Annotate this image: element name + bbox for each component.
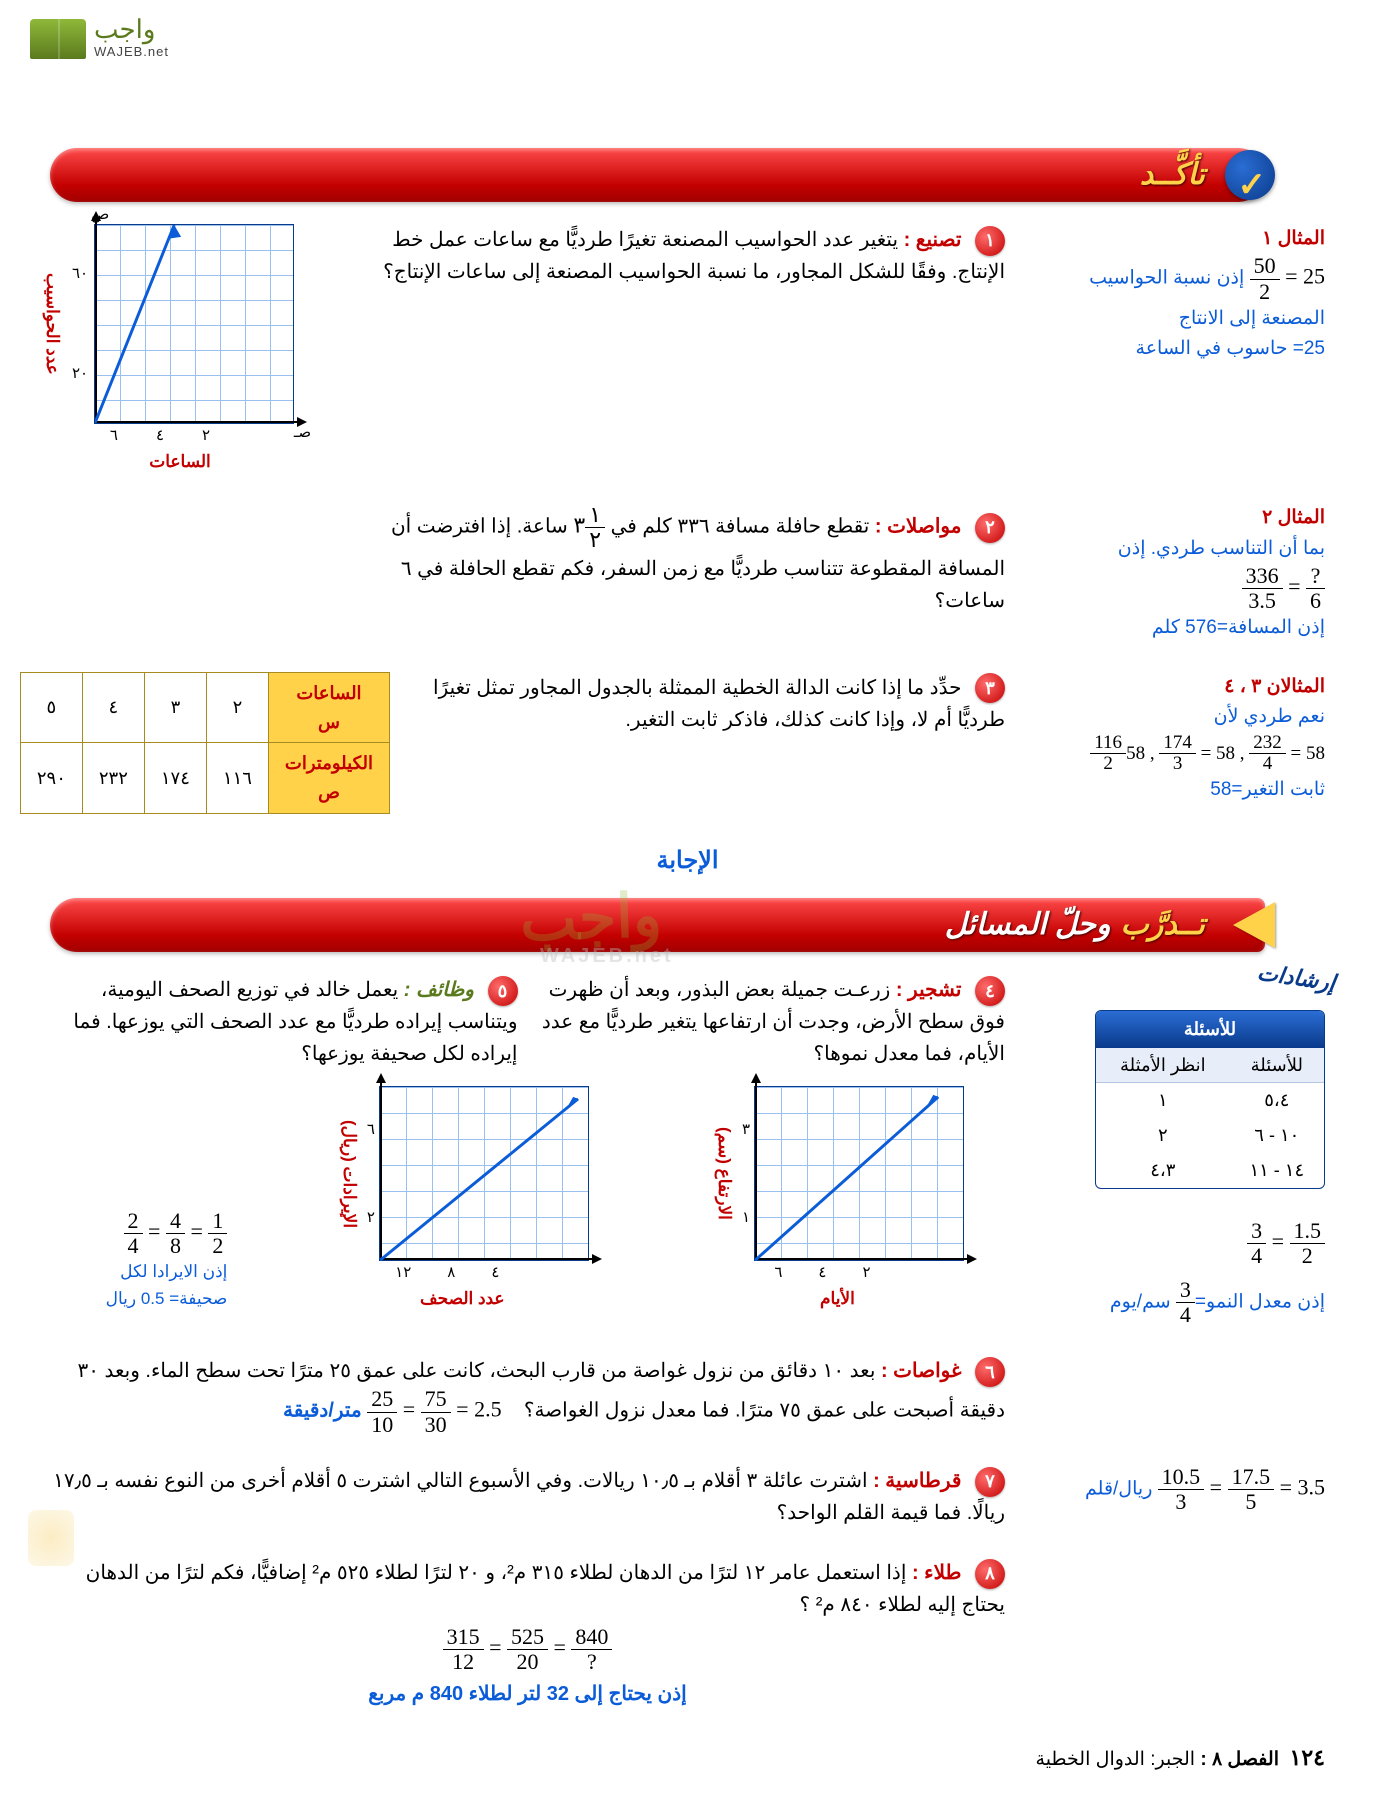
ex2-body: ٢ مواصلات : تقطع حافلة مسافة ٣٣٦ كلم في …: [340, 503, 1005, 616]
bullet-2: ٢: [975, 513, 1005, 543]
ex1-xlabel: الساعات: [149, 448, 211, 475]
banner2-text1: تــدرَّب: [1121, 901, 1205, 949]
book-icon: [30, 19, 86, 59]
ex7-body: ٧ قرطاسية : اشترت عائلة ٣ أقلام بـ ١٠٫٥ …: [50, 1465, 1005, 1529]
ex1-chart: عدد الحواسيب ٦٠٢٠ ص صـ ٦٤٢ الساعات: [50, 224, 310, 475]
ex4-margin-ans: إذن معدل النمو=34 سم/يوم: [1035, 1278, 1325, 1327]
site-logo: واجب WAJEB.net: [30, 16, 169, 63]
ex5-margin-eq: 24 = 48 = 12: [124, 1209, 228, 1258]
logo-text-ar: واجب: [94, 16, 169, 42]
ex5-body: ٥ وظائف : يعمل خالد في توزيع الصحف اليوم…: [50, 974, 518, 1070]
bullet-3: ٣: [975, 673, 1005, 703]
guide-label: إرشادات: [1254, 955, 1337, 1001]
ex2-title: المثال ٢: [1035, 503, 1325, 533]
page-seal-icon: [28, 1510, 74, 1566]
ex3-margin-ans: ثابت التغير=58: [1035, 775, 1325, 805]
ex2-margin-ans: إذن المسافة=576 كلم: [1035, 613, 1325, 643]
ex4-chart: الارتفاع (سم) ٣١ ٦٤٢ الأيام: [697, 1086, 977, 1312]
banner2-text2: وحلّ المسائل: [945, 901, 1111, 949]
ex3-title: المثالان ٣ ، ٤: [1035, 672, 1325, 702]
bullet-4: ٤: [975, 976, 1005, 1006]
ex3-margin: نعم طردي لأن 116258 , 1743 = 58 , 2324 =…: [1035, 702, 1325, 775]
ex8-body: ٨ طلاء : إذا استعمل عامر ١٢ لترًا من الد…: [50, 1557, 1005, 1710]
ex1-margin-line2: 25= حاسوب في الساعة: [1035, 334, 1325, 364]
bullet-1: ١: [975, 226, 1005, 256]
ex5-chart: الإيرادات (ريال) ٦٢ ١٢٨٤ عدد الصحف: [322, 1086, 602, 1312]
ex2-margin: بما أن التناسب طردي. إذن 3363.5 = ?6: [1035, 534, 1325, 614]
ex4-body: ٤ تشجير : زرعـت جميلة بعض البذور، وبعد أ…: [538, 974, 1006, 1070]
check-icon: ✓: [1238, 158, 1267, 212]
ex4-margin-eq: 34 = 1.52: [1247, 1219, 1325, 1268]
ex5-ans: إذن الايرادا لكل صحيفة= 0.5 ريال: [77, 1258, 227, 1312]
ex1-ylabel: عدد الحواسيب: [39, 273, 66, 375]
triangle-icon: [1233, 902, 1275, 948]
answer-heading: الإجابة: [50, 842, 1325, 880]
bullet-6: ٦: [975, 1357, 1005, 1387]
ex1-margin-line1: 502 = 25 إذن نسبة الحواسيب المصنعة إلى ا…: [1035, 254, 1325, 334]
logo-text-en: WAJEB.net: [94, 42, 169, 63]
page-footer: ١٢٤ الفصل ٨ : الجبر: الدوال الخطية: [50, 1740, 1325, 1775]
ex3-body: ٣ حدِّد ما إذا كانت الدالة الخطية الممثل…: [420, 672, 1005, 736]
bullet-7: ٧: [975, 1467, 1005, 1497]
bullet-8: ٨: [975, 1559, 1005, 1589]
ex1-body: ١ تصنيع : يتغير عدد الحواسيب المصنعة تغي…: [340, 224, 1005, 288]
banner-practice: تــدرَّب وحلّ المسائل: [50, 898, 1325, 952]
guidance-box: للأسئلة للأسئلةانظر الأمثلة ٥،٤١ ١٠ - ٦٢…: [1095, 1010, 1325, 1189]
ex1-title: المثال ١: [1035, 224, 1325, 254]
ex6-body: ٦ غواصات : بعد ١٠ دقائق من نزول غواصة من…: [50, 1355, 1005, 1436]
banner1-text: تأكَّــد: [1140, 151, 1205, 199]
ex3-table: الساعات س ٢٣ ٤٥ الكيلومترات ص ١١٦١٧٤ ٢٣٢…: [50, 672, 390, 814]
bullet-5: ٥: [488, 976, 518, 1006]
banner-verify: ✓ تأكَّــد: [50, 148, 1325, 202]
ex7-margin: 10.53 = 17.55 = 3.5 ريال/قلم: [1035, 1465, 1325, 1514]
ex8-ans: إذن يحتاج إلى 32 لتر لطلاء 840 م مربع: [50, 1678, 1005, 1710]
